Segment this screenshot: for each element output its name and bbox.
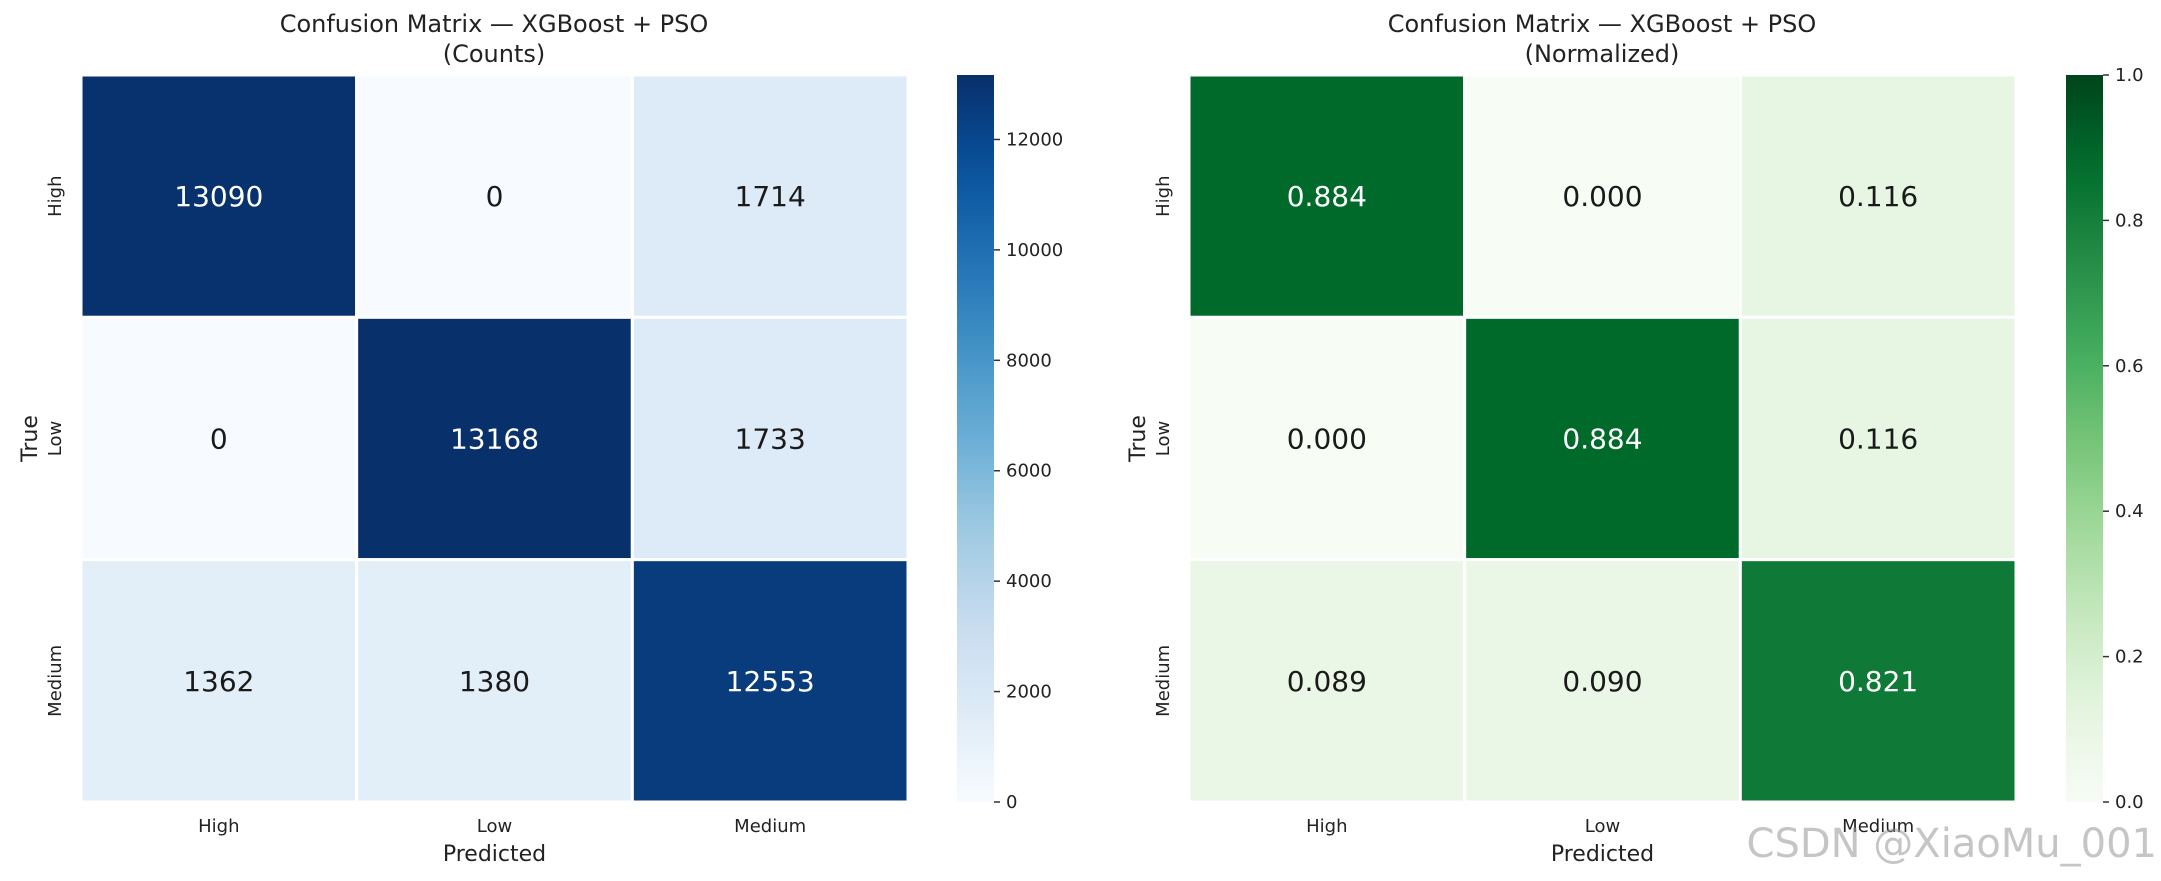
colorbar-tick-label: 0 <box>1006 792 1017 813</box>
colorbar <box>2066 75 2103 802</box>
x-tick-label: Low <box>477 816 512 837</box>
cell-value-label: 1362 <box>183 665 254 698</box>
cell-low-low <box>355 315 634 562</box>
heatmap-panel-counts: Confusion Matrix — XGBoost + PSO(Counts)… <box>18 10 1063 867</box>
cell-low-high <box>79 315 359 562</box>
x-tick-label: Low <box>1585 816 1620 837</box>
colorbar-tick-label: 8000 <box>1006 350 1052 371</box>
colorbar-tick-label: 0.8 <box>2115 210 2144 231</box>
chart-subtitle: (Normalized) <box>1525 40 1680 68</box>
colorbar-tick-label: 12000 <box>1006 129 1063 150</box>
cell-medium-medium <box>1738 558 2018 804</box>
chart-subtitle: (Counts) <box>443 40 546 68</box>
colorbar-tick-label: 1.0 <box>2115 65 2144 86</box>
cell-value-label: 1380 <box>459 665 530 698</box>
y-axis-label: True <box>1126 415 1151 463</box>
cell-low-low <box>1463 315 1742 562</box>
y-tick-label: High <box>1153 175 1174 216</box>
cell-value-label: 1714 <box>735 180 806 213</box>
cell-low-medium <box>1738 315 2018 562</box>
cell-high-low <box>355 73 634 319</box>
colorbar-tick-label: 0.0 <box>2115 792 2144 813</box>
y-tick-label: Medium <box>1153 645 1174 717</box>
cell-value-label: 0.116 <box>1838 180 1918 213</box>
colorbar-tick-label: 4000 <box>1006 571 1052 592</box>
x-tick-label: High <box>198 816 239 837</box>
cell-medium-low <box>1463 558 1742 804</box>
cell-high-low <box>1463 73 1742 319</box>
cell-value-label: 0 <box>486 180 504 213</box>
y-tick-label: High <box>45 175 66 216</box>
cell-value-label: 0 <box>210 423 228 456</box>
colorbar-tick-label: 6000 <box>1006 461 1052 482</box>
colorbar <box>957 75 994 802</box>
colorbar-tick-label: 10000 <box>1006 240 1063 261</box>
cell-medium-low <box>355 558 634 804</box>
cell-medium-high <box>1187 558 1467 804</box>
chart-title: Confusion Matrix — XGBoost + PSO <box>1388 10 1817 38</box>
colorbar-tick-label: 0.6 <box>2115 356 2144 377</box>
cell-value-label: 0.821 <box>1838 665 1918 698</box>
y-tick-label: Medium <box>45 645 66 717</box>
x-axis-label: Predicted <box>1551 842 1654 867</box>
chart-title: Confusion Matrix — XGBoost + PSO <box>280 10 709 38</box>
cell-medium-medium <box>630 558 910 804</box>
cell-value-label: 13090 <box>174 180 263 213</box>
colorbar-tick-label: 2000 <box>1006 682 1052 703</box>
cell-value-label: 0.000 <box>1562 180 1642 213</box>
cell-high-medium <box>630 73 910 319</box>
cell-value-label: 0.089 <box>1287 665 1367 698</box>
cell-value-label: 0.116 <box>1838 423 1918 456</box>
x-tick-label: Medium <box>1842 816 1914 837</box>
cell-high-medium <box>1738 73 2018 319</box>
cell-high-high <box>79 73 359 319</box>
y-tick-label: Low <box>45 421 66 456</box>
cell-low-medium <box>630 315 910 562</box>
y-axis-label: True <box>18 415 43 463</box>
x-tick-label: Medium <box>734 816 806 837</box>
x-axis-label: Predicted <box>443 842 546 867</box>
cell-value-label: 0.000 <box>1287 423 1367 456</box>
colorbar-tick-label: 0.2 <box>2115 647 2144 668</box>
cell-value-label: 12553 <box>726 665 815 698</box>
colorbar-tick-label: 0.4 <box>2115 501 2144 522</box>
cell-value-label: 0.090 <box>1562 665 1642 698</box>
cell-value-label: 13168 <box>450 423 539 456</box>
cell-value-label: 0.884 <box>1287 180 1367 213</box>
x-tick-label: High <box>1306 816 1347 837</box>
cell-medium-high <box>79 558 359 804</box>
cell-value-label: 1733 <box>735 423 806 456</box>
cell-low-high <box>1187 315 1467 562</box>
heatmap-panel-normalized: Confusion Matrix — XGBoost + PSO(Normali… <box>1126 10 2144 867</box>
watermark-text: CSDN @XiaoMu_001 <box>1746 821 2157 867</box>
y-tick-label: Low <box>1153 421 1174 456</box>
cell-value-label: 0.884 <box>1562 423 1642 456</box>
